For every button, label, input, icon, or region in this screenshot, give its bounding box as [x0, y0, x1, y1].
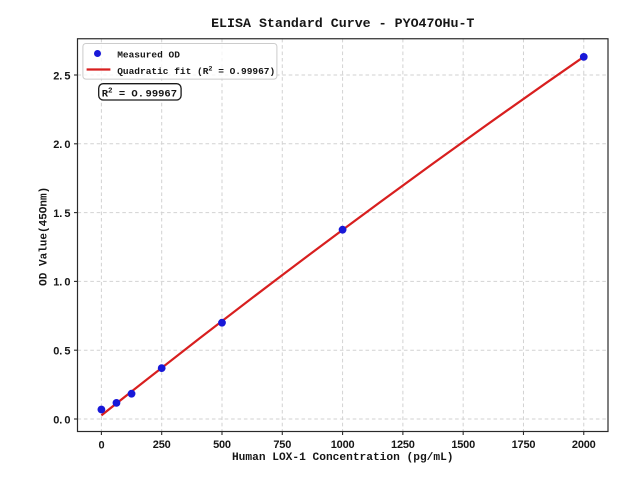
svg-text:1750: 1750	[512, 439, 536, 451]
svg-text:R2 = O.99967: R2 = O. 99967	[102, 87, 177, 100]
svg-text:2.0: 2. 0	[53, 139, 70, 151]
svg-text:Measured OD: Measured OD	[117, 50, 180, 61]
svg-text:2000: 2000	[572, 439, 596, 451]
svg-text:0: 0	[98, 440, 104, 452]
svg-text:ELISA Standard Curve - PYO47OH: ELISA Standard Curve - PYO47OHu-T	[211, 16, 474, 31]
svg-text:1500: 1500	[451, 439, 475, 451]
svg-text:1.5: 1. 5	[53, 208, 70, 220]
svg-text:1000: 1000	[331, 439, 355, 451]
svg-text:1.0: 1. 0	[53, 277, 70, 289]
svg-text:Quadratic fit (R2 = O.99967): Quadratic fit (R2 = O.99967)	[117, 66, 275, 77]
svg-text:750: 750	[273, 439, 291, 451]
svg-text:1250: 1250	[391, 439, 415, 451]
svg-text:Human LOX-1 Concentration (pg/: Human LOX-1 Concentration (pg/mL)	[232, 452, 454, 464]
svg-text:250: 250	[153, 439, 171, 451]
svg-text:0.5: 0. 5	[53, 346, 70, 358]
svg-text:0.0: 0. 0	[53, 414, 70, 426]
svg-text:500: 500	[213, 439, 231, 451]
svg-text:2.5: 2. 5	[53, 70, 70, 82]
svg-text:OD Value(45Onm): OD Value(45Onm)	[38, 187, 50, 286]
